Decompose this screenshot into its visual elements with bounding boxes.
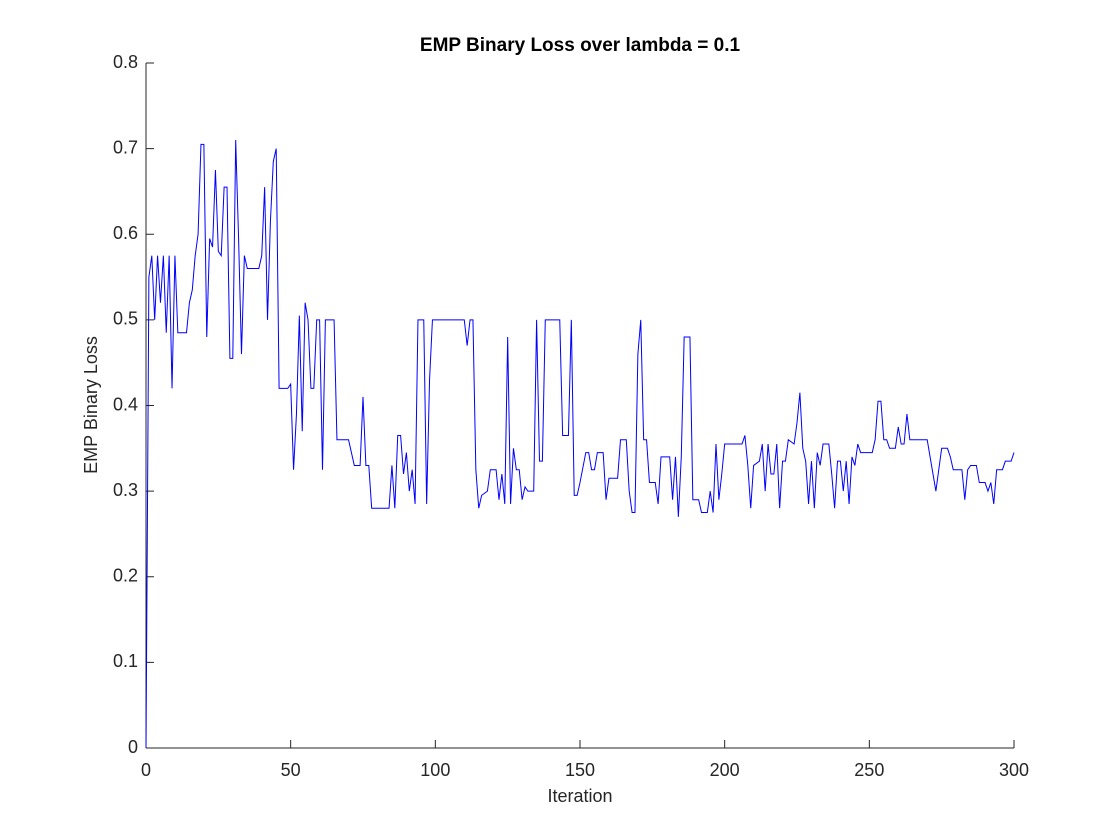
x-tick-label: 100 — [420, 760, 450, 780]
y-tick-label: 0.3 — [113, 480, 138, 500]
y-tick-label: 0.1 — [113, 651, 138, 671]
x-tick-label: 150 — [565, 760, 595, 780]
y-axis-label: EMP Binary Loss — [81, 336, 101, 474]
y-tick-label: 0 — [128, 737, 138, 757]
x-tick-label: 300 — [999, 760, 1029, 780]
y-tick-label: 0.8 — [113, 52, 138, 72]
x-axis-label: Iteration — [547, 786, 612, 806]
y-tick-label: 0.7 — [113, 137, 138, 157]
y-tick-label: 0.6 — [113, 223, 138, 243]
chart-title: EMP Binary Loss over lambda = 0.1 — [420, 35, 741, 56]
x-tick-label: 0 — [141, 760, 151, 780]
x-tick-label: 250 — [854, 760, 884, 780]
x-tick-label: 200 — [710, 760, 740, 780]
data-line — [145, 140, 1015, 749]
y-tick-label: 0.4 — [113, 394, 138, 414]
y-tick-label: 0.2 — [113, 566, 138, 586]
x-tick-label: 50 — [281, 760, 301, 780]
y-tick-label: 0.5 — [113, 309, 138, 329]
